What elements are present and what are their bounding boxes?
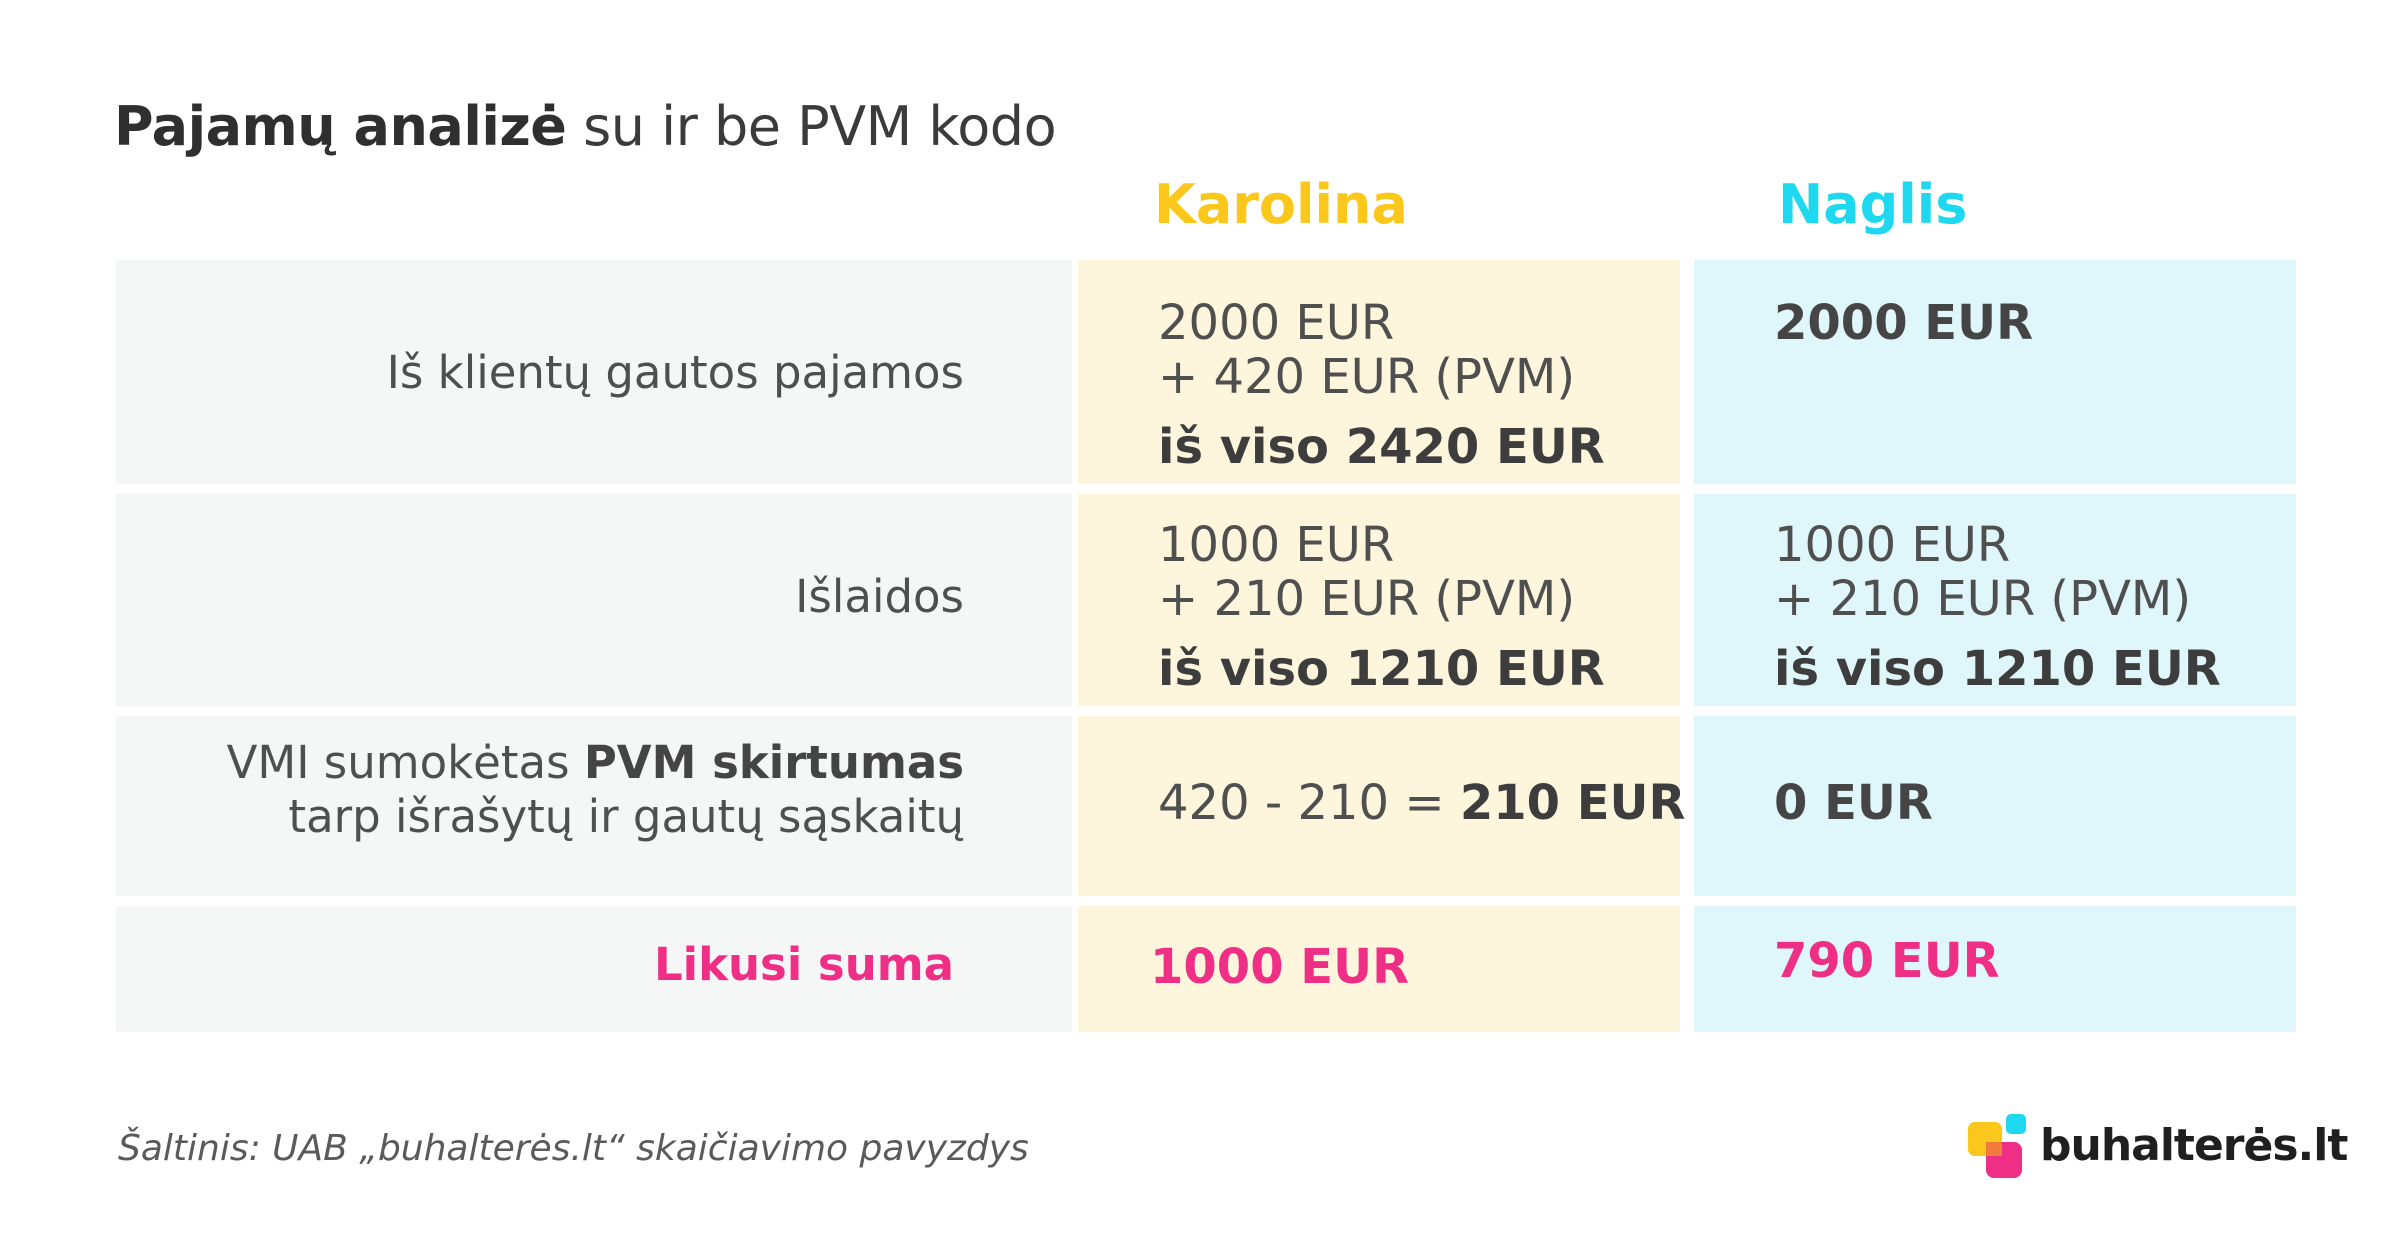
expenses-naglis-total-value: 1210 EUR: [1961, 641, 2221, 697]
expenses-karolina-total-prefix: iš viso: [1158, 641, 1346, 697]
row-expenses-naglis-cell: 1000 EUR + 210 EUR (PVM) iš viso 1210 EU…: [1694, 494, 2296, 706]
row-vat-label-plain: VMI sumokėtas: [226, 736, 584, 789]
row-vat-naglis-cell: 0 EUR: [1694, 716, 2296, 896]
expenses-karolina-total: iš viso 1210 EUR: [1158, 642, 1605, 696]
brand-name: buhalterės.lt: [2040, 1120, 2348, 1171]
column-header-naglis: Naglis: [1778, 173, 1968, 236]
income-karolina-total-value: 2420 EUR: [1345, 419, 1605, 475]
row-expenses-karolina-cell: 1000 EUR + 210 EUR (PVM) iš viso 1210 EU…: [1078, 494, 1680, 706]
expenses-karolina-total-value: 1210 EUR: [1345, 641, 1605, 697]
expenses-naglis-line2: + 210 EUR (PVM): [1774, 571, 2192, 627]
vat-naglis-value: 0 EUR: [1774, 775, 1933, 831]
income-karolina-line2: + 420 EUR (PVM): [1158, 349, 1576, 405]
page-title-bold: Pajamų analizė: [114, 95, 567, 158]
row-income-naglis-cell: 2000 EUR: [1694, 260, 2296, 484]
column-header-karolina: Karolina: [1154, 173, 1408, 236]
income-naglis-value: 2000 EUR: [1774, 295, 2034, 351]
expenses-naglis-total-prefix: iš viso: [1774, 641, 1962, 697]
remaining-karolina-value: 1000 EUR: [1150, 939, 1410, 995]
vat-karolina-value: 420 - 210 = 210 EUR: [1158, 776, 1685, 830]
row-income-karolina-cell: 2000 EUR + 420 EUR (PVM) iš viso 2420 EU…: [1078, 260, 1680, 484]
row-remaining-label-cell: Likusi suma: [116, 906, 1072, 1032]
row-vat-label-line1: VMI sumokėtas PVM skirtumas: [227, 736, 964, 790]
row-vat-label-line2: tarp išrašytų ir gautų sąskaitų: [288, 790, 964, 843]
row-income-label: Iš klientų gautos pajamos: [386, 346, 964, 399]
source-note: Šaltinis: UAB „buhalterės.lt“ skaičiavim…: [118, 1128, 1029, 1169]
income-karolina-total: iš viso 2420 EUR: [1158, 420, 1605, 474]
row-expenses-label-cell: Išlaidos: [116, 494, 1072, 706]
row-remaining-karolina-cell: 1000 EUR: [1078, 906, 1680, 1032]
page-title: Pajamų analizė su ir be PVM kodo: [114, 92, 1057, 162]
expenses-karolina-line2: + 210 EUR (PVM): [1158, 571, 1576, 627]
expenses-naglis-line1: 1000 EUR: [1774, 517, 2011, 573]
income-karolina-total-prefix: iš viso: [1158, 419, 1346, 475]
vat-karolina-result: 210 EUR: [1459, 775, 1686, 831]
buhalteres-logo-icon: [1968, 1114, 2026, 1178]
expenses-naglis-total: iš viso 1210 EUR: [1774, 642, 2221, 696]
row-vat-karolina-cell: 420 - 210 = 210 EUR: [1078, 716, 1685, 896]
brand-logo: buhalterės.lt: [1966, 1112, 2348, 1182]
page-title-rest: su ir be PVM kodo: [566, 95, 1057, 158]
remaining-naglis-value: 790 EUR: [1774, 933, 2000, 989]
row-vat-label-bold: PVM skirtumas: [583, 736, 964, 789]
expenses-karolina-line1: 1000 EUR: [1158, 517, 1395, 573]
row-remaining-label: Likusi suma: [653, 938, 954, 991]
income-karolina-line1: 2000 EUR: [1158, 295, 1395, 351]
row-income-label-cell: Iš klientų gautos pajamos: [116, 260, 1072, 484]
vat-karolina-formula: 420 - 210 =: [1158, 775, 1460, 831]
row-vat-label-cell: VMI sumokėtas PVM skirtumas tarp išrašyt…: [116, 716, 1072, 896]
row-expenses-label: Išlaidos: [795, 570, 964, 623]
row-remaining-naglis-cell: 790 EUR: [1694, 906, 2296, 1032]
